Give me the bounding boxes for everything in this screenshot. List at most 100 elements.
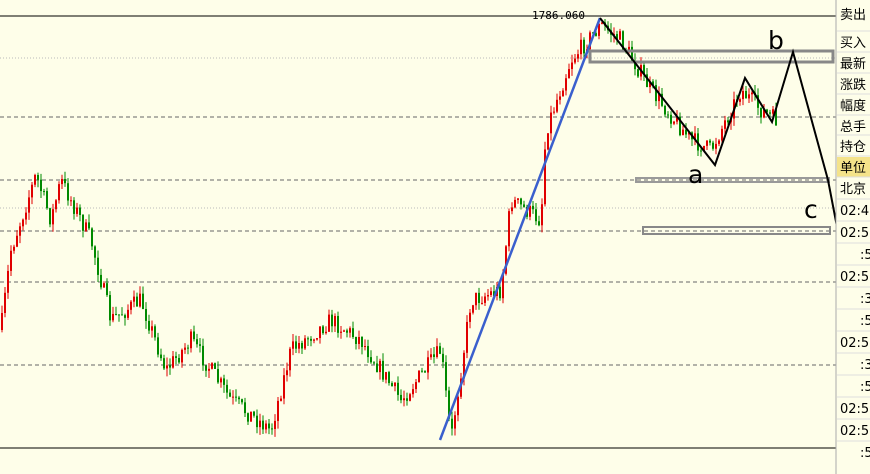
side-panel-item: :5 xyxy=(860,446,870,461)
candle-body xyxy=(724,120,726,129)
candle-body xyxy=(673,121,675,124)
candle-body xyxy=(328,314,330,332)
candle-body xyxy=(706,140,708,146)
zone-box xyxy=(642,226,831,235)
candle-body xyxy=(514,199,516,208)
zone-box xyxy=(588,49,835,64)
candle-body xyxy=(463,352,465,379)
candle-body xyxy=(238,397,240,400)
candle-body xyxy=(652,81,654,86)
candle-body xyxy=(43,191,45,193)
candle-body xyxy=(382,360,384,380)
candle-body xyxy=(265,423,267,430)
candle-body xyxy=(616,34,618,40)
candle-body xyxy=(205,365,207,371)
wave-label: c xyxy=(804,195,818,224)
candle-body xyxy=(379,360,381,373)
candle-body xyxy=(37,174,39,180)
candle-body xyxy=(259,420,261,428)
candle-body xyxy=(154,326,156,338)
candle-body xyxy=(667,114,669,116)
candle-body xyxy=(508,211,510,247)
candle-body xyxy=(457,396,459,416)
candle-body xyxy=(322,326,324,334)
candle-body xyxy=(31,184,33,198)
candle-body xyxy=(271,428,273,430)
candle-body xyxy=(295,341,297,349)
candle-body xyxy=(481,302,483,304)
side-panel-item: 总手 xyxy=(840,120,866,135)
candle-body xyxy=(28,197,30,213)
candle-body xyxy=(472,305,474,313)
candle-body xyxy=(88,222,90,229)
candle-body xyxy=(100,274,102,288)
candle-body xyxy=(385,372,387,380)
candle-body xyxy=(718,140,720,144)
highlight xyxy=(837,157,870,177)
candle-body xyxy=(196,339,198,345)
candle-body xyxy=(424,371,426,373)
candle-body xyxy=(451,418,453,429)
candle-body xyxy=(703,145,705,152)
candle-body xyxy=(436,346,438,357)
candle-body xyxy=(502,273,504,299)
candle-body xyxy=(232,396,234,398)
candle-body xyxy=(769,112,771,114)
candle-body xyxy=(325,331,327,334)
candle-body xyxy=(13,246,15,251)
candle-body xyxy=(661,93,663,106)
candle-body xyxy=(217,368,219,383)
candle-body xyxy=(403,398,405,401)
candle-body xyxy=(550,112,552,134)
candle-body xyxy=(82,214,84,231)
candle-body xyxy=(544,149,546,205)
candle-body xyxy=(406,398,408,401)
candle-body xyxy=(289,348,291,371)
candle-body xyxy=(151,326,153,331)
candle-body xyxy=(646,74,648,88)
candle-body xyxy=(430,354,432,358)
candle-body xyxy=(253,411,255,416)
candle-body xyxy=(751,92,753,95)
candle-body xyxy=(712,142,714,149)
candle-body xyxy=(112,313,114,321)
candle-body xyxy=(7,270,9,293)
candle-body xyxy=(85,222,87,231)
candle-body xyxy=(64,178,66,184)
candle-body xyxy=(397,382,399,395)
candle-body xyxy=(763,109,765,118)
candle-body xyxy=(601,22,603,24)
candle-body xyxy=(577,54,579,59)
candle-body xyxy=(556,99,558,112)
candle-body xyxy=(46,191,48,209)
candle-body xyxy=(499,286,501,299)
candle-body xyxy=(634,60,636,70)
candle-body xyxy=(343,330,345,332)
side-panel-item: 02:5 xyxy=(840,270,869,285)
side-panel-item: 02:5 xyxy=(840,402,869,417)
candle-body xyxy=(208,368,210,371)
candle-body xyxy=(547,133,549,150)
candle-body xyxy=(433,354,435,357)
candle-body xyxy=(280,398,282,401)
candle-body xyxy=(148,320,150,331)
side-panel-item: 北京 xyxy=(840,182,866,197)
candle-body xyxy=(505,246,507,274)
candle-body xyxy=(10,250,12,271)
candle-body xyxy=(34,174,36,185)
candle-body xyxy=(409,394,411,401)
side-panel-item: 单位 xyxy=(840,161,866,176)
candle-body xyxy=(178,357,180,363)
candle-body xyxy=(316,338,318,340)
candle-body xyxy=(361,336,363,347)
candle-body xyxy=(19,226,21,236)
candle-body xyxy=(331,314,333,327)
side-panel-item: 02:5 xyxy=(840,424,869,439)
candle-body xyxy=(670,114,672,124)
candle-body xyxy=(352,328,354,337)
candle-body xyxy=(571,62,573,70)
candle-body xyxy=(115,313,117,315)
candle-body xyxy=(310,338,312,341)
